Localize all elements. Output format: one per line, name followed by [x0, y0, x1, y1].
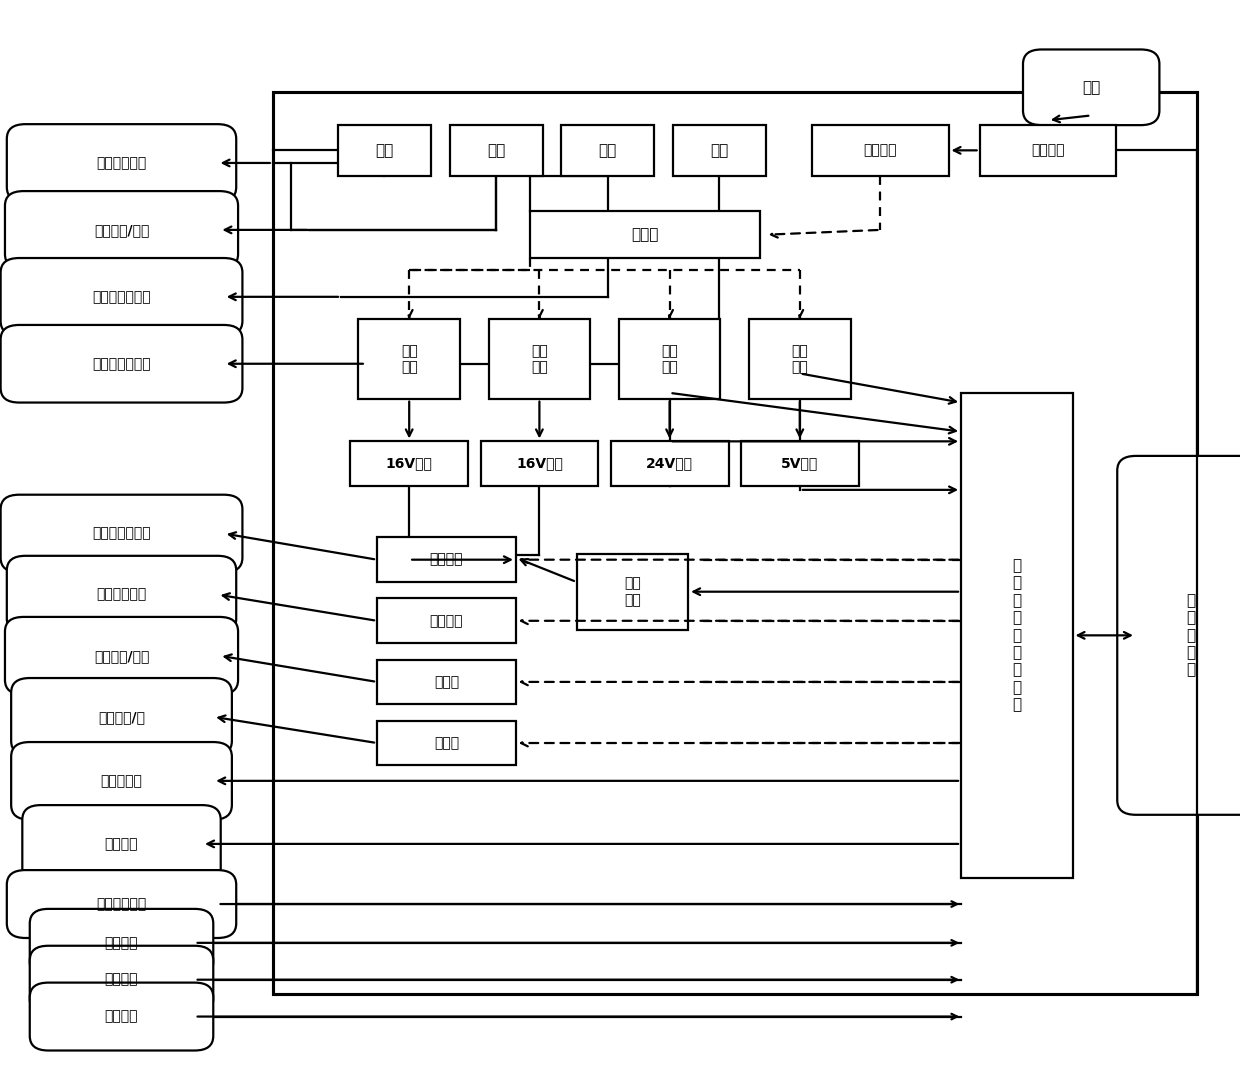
Text: 电源: 电源	[1083, 80, 1100, 95]
Text: 空气
开关: 空气 开关	[661, 344, 678, 375]
Bar	[377, 720, 516, 765]
Text: 焊机启弧/熄弧: 焊机启弧/熄弧	[94, 223, 149, 237]
Text: 开关: 开关	[376, 143, 393, 158]
FancyBboxPatch shape	[30, 983, 213, 1051]
Text: 隔离
模块: 隔离 模块	[624, 576, 641, 607]
FancyBboxPatch shape	[1, 325, 243, 402]
Bar	[980, 125, 1116, 176]
Text: 数
据
采
集
卡
接
线
端
子: 数 据 采 集 卡 接 线 端 子	[1012, 558, 1022, 713]
Text: 运放模块: 运放模块	[429, 553, 464, 567]
FancyBboxPatch shape	[7, 556, 236, 634]
FancyBboxPatch shape	[30, 909, 213, 976]
Bar	[337, 125, 432, 176]
FancyBboxPatch shape	[11, 742, 232, 819]
FancyBboxPatch shape	[5, 617, 238, 695]
Text: 24V电源: 24V电源	[646, 457, 693, 471]
Bar	[812, 125, 949, 176]
Text: 触发相机: 触发相机	[104, 837, 139, 850]
Text: 16V电源: 16V电源	[386, 457, 433, 471]
Text: 声音信号: 声音信号	[104, 1009, 139, 1023]
Text: 5V电源: 5V电源	[781, 457, 818, 471]
Bar	[531, 211, 759, 258]
Bar	[619, 319, 720, 399]
Bar	[489, 319, 590, 399]
Text: 开关: 开关	[599, 143, 616, 158]
Bar	[749, 319, 851, 399]
Text: 继电器: 继电器	[434, 736, 459, 750]
Text: 开关: 开关	[487, 143, 505, 158]
Text: 送丝机点动送丝: 送丝机点动送丝	[92, 290, 151, 304]
Bar	[961, 393, 1073, 878]
Text: 送丝机送丝速度: 送丝机送丝速度	[92, 526, 151, 541]
Bar	[377, 659, 516, 704]
Bar	[351, 442, 469, 485]
Text: 开关: 开关	[711, 143, 728, 158]
Text: 空气
开关: 空气 开关	[531, 344, 548, 375]
Bar	[560, 125, 655, 176]
Text: 送丝机点动退丝: 送丝机点动退丝	[92, 356, 151, 370]
Text: 电压信号: 电压信号	[104, 936, 139, 950]
Text: 电源开关: 电源开关	[863, 143, 898, 157]
FancyBboxPatch shape	[1117, 456, 1240, 815]
Text: 分线板: 分线板	[631, 227, 658, 242]
FancyBboxPatch shape	[1, 495, 243, 572]
Bar	[742, 442, 858, 485]
Bar	[611, 442, 729, 485]
Text: 数
据
采
集
卡: 数 据 采 集 卡	[1185, 593, 1195, 678]
Text: 启弧成功信号: 启弧成功信号	[97, 897, 146, 911]
FancyBboxPatch shape	[7, 124, 236, 202]
Text: 焊机电流大小: 焊机电流大小	[97, 588, 146, 602]
Text: 16V电源: 16V电源	[516, 457, 563, 471]
Bar	[672, 125, 765, 176]
Bar	[273, 92, 1197, 994]
Text: 焊机电流大小: 焊机电流大小	[97, 156, 146, 170]
Bar	[377, 538, 516, 582]
Text: 焊机启弧/熄弧: 焊机启弧/熄弧	[94, 649, 149, 663]
Text: 触发光谱仪: 触发光谱仪	[100, 774, 143, 787]
Text: 送丝机启/停: 送丝机启/停	[98, 710, 145, 723]
Text: 空气
开关: 空气 开关	[791, 344, 808, 375]
FancyBboxPatch shape	[22, 806, 221, 882]
Text: 继电器: 继电器	[434, 675, 459, 689]
Text: 运放模块: 运放模块	[429, 614, 464, 627]
Bar	[358, 319, 460, 399]
FancyBboxPatch shape	[5, 191, 238, 269]
FancyBboxPatch shape	[11, 678, 232, 755]
Bar	[481, 442, 599, 485]
Bar	[377, 599, 516, 643]
Text: 电流信号: 电流信号	[104, 973, 139, 987]
FancyBboxPatch shape	[1, 258, 243, 336]
FancyBboxPatch shape	[30, 945, 213, 1014]
Text: 空气
开关: 空气 开关	[401, 344, 418, 375]
FancyBboxPatch shape	[1023, 49, 1159, 125]
Bar	[450, 125, 543, 176]
Bar	[577, 554, 688, 630]
FancyBboxPatch shape	[7, 870, 236, 938]
Text: 急停按钮: 急停按钮	[1030, 143, 1065, 157]
